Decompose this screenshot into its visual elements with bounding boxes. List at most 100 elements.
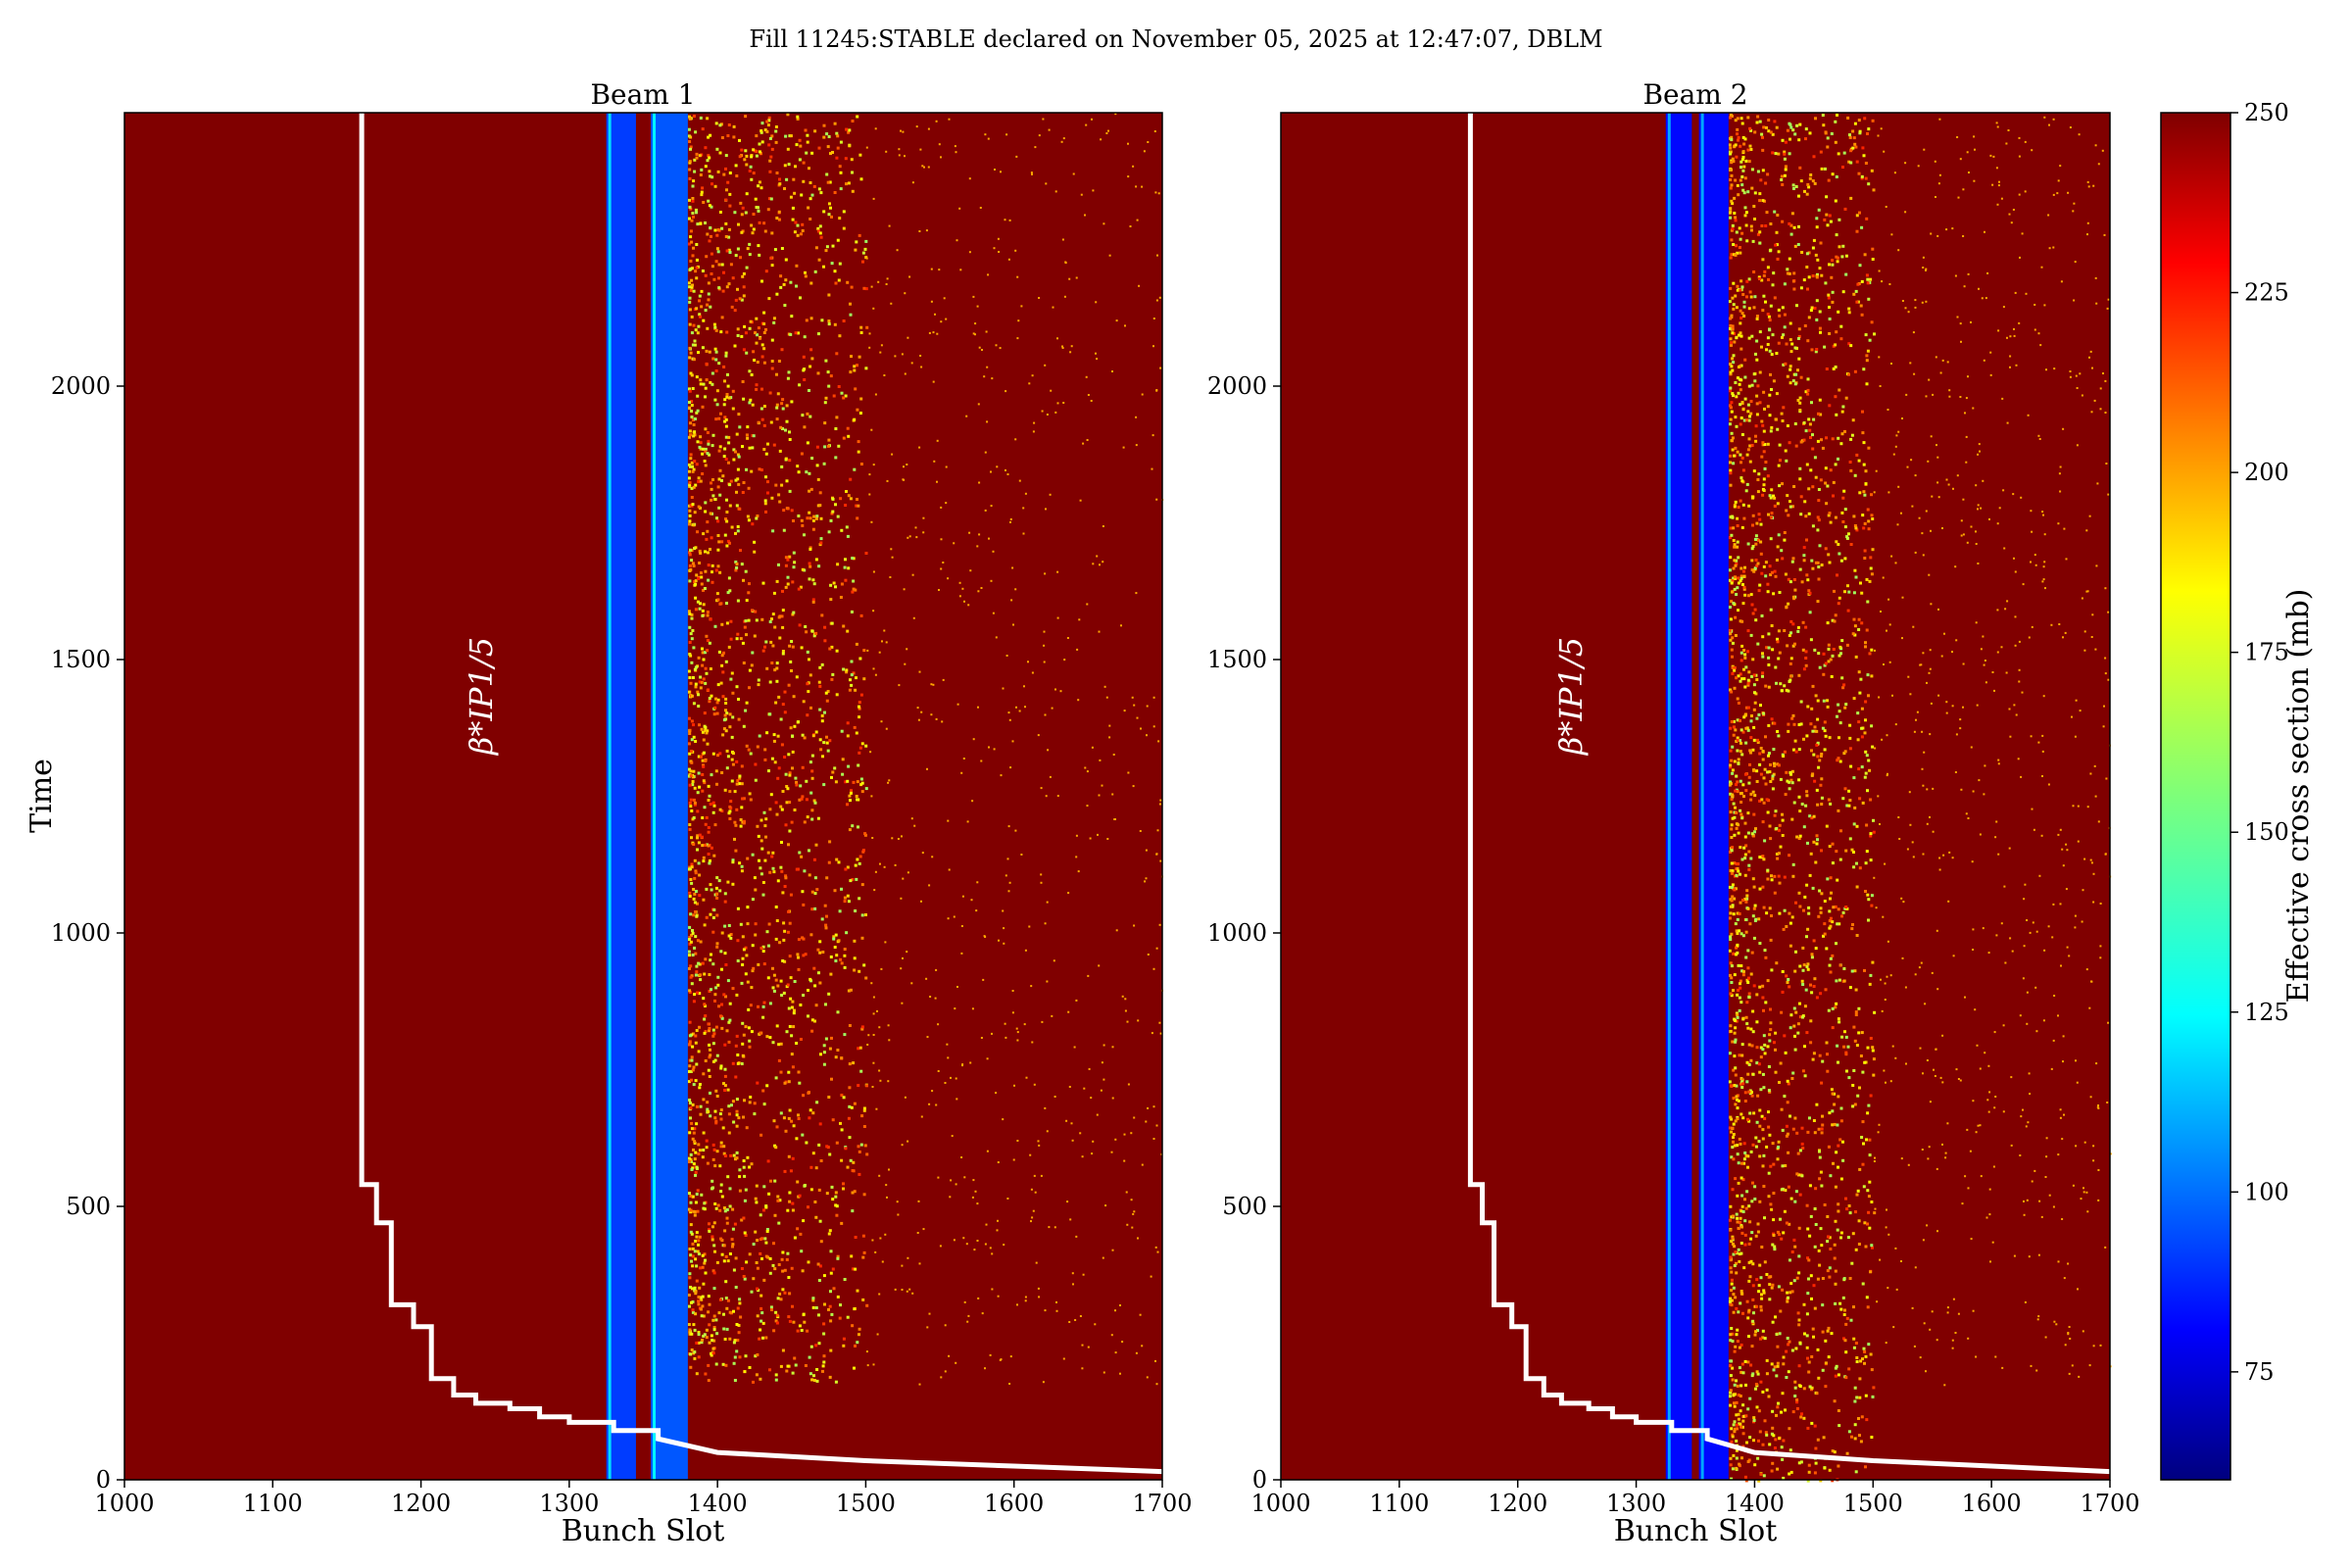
heatmap-speckle xyxy=(921,852,924,855)
heatmap-speckle xyxy=(1151,467,1153,470)
heatmap-speckle xyxy=(744,709,748,712)
heatmap-speckle xyxy=(1126,1020,1129,1023)
heatmap-speckle xyxy=(1828,1275,1832,1279)
heatmap-speckle xyxy=(827,213,831,217)
heatmap-speckle xyxy=(814,1215,818,1219)
heatmap-speckle xyxy=(1865,628,1869,632)
heatmap-speckle xyxy=(768,136,772,140)
heatmap-speckle xyxy=(690,982,694,986)
heatmap-speckle xyxy=(719,1145,723,1149)
heatmap-speckle xyxy=(1750,674,1754,678)
heatmap-speckle xyxy=(1730,1084,1734,1088)
heatmap-speckle xyxy=(733,820,737,824)
heatmap-speckle xyxy=(725,711,729,715)
heatmap-speckle xyxy=(1868,1226,1872,1230)
heatmap-speckle xyxy=(1747,1279,1751,1283)
heatmap-speckle xyxy=(752,172,756,175)
heatmap-speckle xyxy=(688,641,692,644)
heatmap-speckle xyxy=(859,463,863,466)
heatmap-speckle xyxy=(698,313,702,317)
heatmap-speckle xyxy=(918,670,921,673)
heatmap-speckle xyxy=(1836,1228,1839,1232)
heatmap-speckle xyxy=(745,433,749,437)
heatmap-speckle xyxy=(690,400,694,404)
heatmap-speckle xyxy=(948,868,951,871)
heatmap-speckle xyxy=(697,755,701,759)
heatmap-speckle xyxy=(1795,304,1798,308)
heatmap-speckle xyxy=(1817,518,1821,522)
heatmap-speckle xyxy=(1755,358,1759,362)
heatmap-speckle xyxy=(1746,190,1750,194)
heatmap-speckle xyxy=(740,230,744,234)
heatmap-speckle xyxy=(1841,797,1845,801)
heatmap-speckle xyxy=(1820,796,1824,800)
heatmap-speckle xyxy=(696,939,700,943)
heatmap-speckle xyxy=(836,1256,840,1260)
heatmap-speckle xyxy=(726,1298,730,1302)
heatmap-speckle xyxy=(709,226,712,229)
heatmap-speckle xyxy=(742,578,745,582)
heatmap-speckle xyxy=(872,1061,875,1064)
heatmap-speckle xyxy=(1066,1200,1069,1203)
heatmap-speckle xyxy=(1861,801,1865,805)
heatmap-speckle xyxy=(1840,639,1844,643)
heatmap-speckle xyxy=(1153,130,1156,132)
heatmap-speckle xyxy=(818,231,822,235)
heatmap-speckle xyxy=(1802,559,1806,563)
heatmap-speckle xyxy=(706,232,710,236)
heatmap-speckle xyxy=(1841,1158,1845,1162)
heatmap-speckle xyxy=(1780,1410,1783,1414)
heatmap-speckle xyxy=(1729,389,1732,393)
heatmap-speckle xyxy=(1867,182,1871,186)
heatmap-speckle xyxy=(803,533,806,537)
heatmap-speckle xyxy=(819,1159,823,1162)
heatmap-speckle xyxy=(1812,238,1816,242)
heatmap-speckle xyxy=(1766,868,1770,872)
heatmap-speckle xyxy=(834,281,838,285)
heatmap-speckle xyxy=(1784,1051,1788,1054)
heatmap-speckle xyxy=(1744,844,1748,848)
heatmap-speckle xyxy=(845,127,849,131)
heatmap-speckle xyxy=(729,263,733,267)
heatmap-speckle xyxy=(817,1279,821,1282)
heatmap-speckle xyxy=(779,979,783,983)
heatmap-speckle xyxy=(906,464,908,466)
heatmap-speckle xyxy=(688,728,692,732)
heatmap-speckle xyxy=(1766,590,1770,594)
heatmap-speckle xyxy=(804,1364,808,1367)
heatmap-speckle xyxy=(1087,394,1090,396)
heatmap-speckle xyxy=(729,1153,733,1157)
heatmap-speckle xyxy=(728,1204,732,1208)
heatmap-speckle xyxy=(783,1081,787,1085)
heatmap-speckle xyxy=(1771,1461,1775,1465)
heatmap-speckle xyxy=(774,1378,778,1382)
heatmap-speckle xyxy=(1746,1026,1750,1030)
heatmap-speckle xyxy=(1820,753,1824,756)
heatmap-speckle xyxy=(759,1251,762,1255)
heatmap-speckle xyxy=(1845,535,1849,539)
heatmap-speckle xyxy=(725,1208,729,1211)
heatmap-speckle xyxy=(704,510,708,514)
heatmap-speckle xyxy=(1139,1313,1142,1316)
heatmap-speckle xyxy=(690,240,694,244)
heatmap-speckle xyxy=(708,1075,711,1078)
heatmap-speckle xyxy=(1071,1272,1074,1275)
heatmap-speckle xyxy=(1837,457,1839,461)
heatmap-speckle xyxy=(1857,670,1861,674)
heatmap-speckle xyxy=(1733,897,1737,901)
heatmap-speckle xyxy=(1802,825,1806,829)
heatmap-speckle xyxy=(807,1014,809,1018)
heatmap-speckle xyxy=(751,898,755,902)
heatmap-speckle xyxy=(1811,1327,1815,1331)
heatmap-speckle xyxy=(807,1260,810,1264)
heatmap-speckle xyxy=(711,930,715,934)
heatmap-speckle xyxy=(772,317,776,320)
heatmap-speckle xyxy=(811,1111,815,1115)
heatmap-speckle xyxy=(1782,1476,1786,1480)
heatmap-speckle xyxy=(855,795,858,798)
heatmap-speckle xyxy=(1817,1249,1821,1252)
heatmap-speckle xyxy=(714,1206,718,1210)
heatmap-speckle xyxy=(1734,1119,1738,1123)
heatmap-speckle xyxy=(697,1143,701,1147)
